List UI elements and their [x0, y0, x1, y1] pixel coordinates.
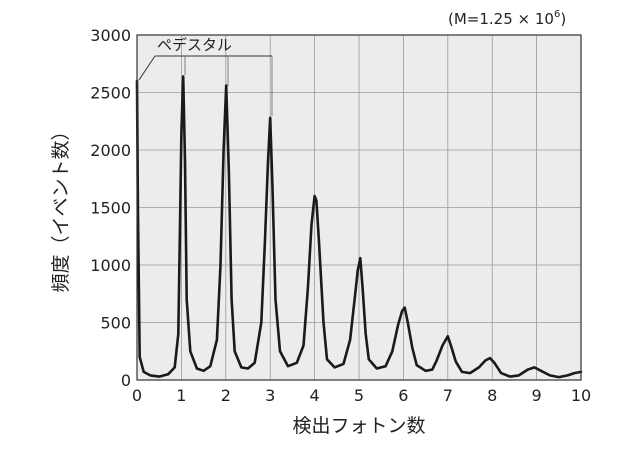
x-tick-label: 1 [176, 386, 186, 405]
x-tick-label: 5 [354, 386, 364, 405]
x-axis-label: 検出フォトン数 [292, 415, 425, 437]
x-tick-label: 8 [487, 386, 497, 405]
pedestal-leader [138, 55, 156, 81]
y-tick-label: 2000 [90, 141, 131, 160]
y-tick-label: 500 [100, 314, 131, 333]
plot-frame [136, 34, 582, 381]
x-tick-label: 0 [132, 386, 142, 405]
series-line-0 [135, 75, 583, 379]
x-tick-label: 9 [532, 386, 542, 405]
series-layer [135, 75, 583, 379]
gain-annotation-close: ) [560, 10, 566, 28]
y-tick-label: 2500 [90, 84, 131, 103]
gain-annotation-main: (M=1.25 × 10 [448, 10, 554, 28]
y-axis-label: 頻度（イベント数） [50, 121, 72, 292]
y-tick-label: 1500 [90, 199, 131, 218]
x-tick-label: 10 [571, 386, 591, 405]
x-tick-label: 2 [221, 386, 231, 405]
y-tick-label: 1000 [90, 256, 131, 275]
x-tick-label: 7 [443, 386, 453, 405]
tick-layer: 0 1 2 3 4 5 6 7 8 9 10 0 500 1000 1500 2000 2500 3000 [90, 26, 591, 405]
gain-annotation: (M=1.25 × 106) [448, 9, 566, 28]
y-tick-label: 3000 [90, 26, 131, 45]
y-tick-label: 0 [121, 371, 131, 390]
pedestal-label: ペデスタル [157, 36, 232, 54]
x-tick-label: 6 [398, 386, 408, 405]
x-tick-label: 3 [265, 386, 275, 405]
x-tick-label: 4 [310, 386, 320, 405]
gain-annotation-exponent: 6 [554, 9, 560, 20]
